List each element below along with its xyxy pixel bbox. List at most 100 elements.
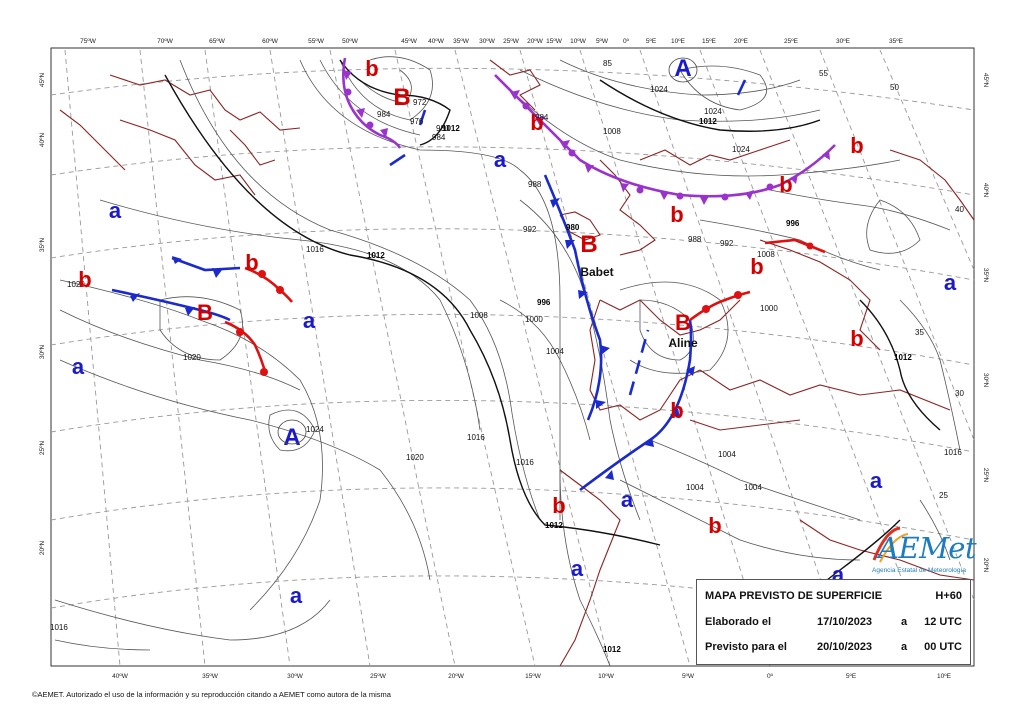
isobar-label: 1024	[306, 425, 324, 434]
isobar-label: 1008	[470, 311, 488, 320]
isobar-label: 1012	[545, 521, 563, 530]
lon-label-top: 65ºW	[209, 38, 226, 45]
lon-label-top: 15ºE	[702, 38, 717, 45]
relative-low-mark: b	[750, 254, 763, 279]
isobars	[54, 56, 961, 667]
map-title: MAPA PREVISTO DE SUPERFICIE	[705, 590, 883, 602]
lon-label-bottom: 5ºE	[846, 673, 857, 680]
lat-label-left: 25ºN	[39, 441, 46, 456]
isobar-label: 1012	[894, 353, 912, 362]
isobar-label: 1016	[516, 458, 534, 467]
lat-label-left: 45ºN	[39, 73, 46, 88]
lat-label-left: 30ºN	[39, 345, 46, 360]
lon-label-bottom: 40ºW	[112, 673, 129, 680]
lon-label-bottom: 10ºE	[937, 673, 952, 680]
valid-label: Previsto para el	[705, 641, 787, 653]
relative-high-mark: a	[944, 270, 957, 295]
isobar-label: 1004	[718, 450, 736, 459]
logo-subtitle: Agencia Estatal de Meteorología	[872, 567, 966, 574]
lon-label-top: 0º	[623, 38, 630, 45]
lat-label-right: 25ºN	[982, 468, 989, 483]
isobar-label: 1004	[686, 483, 704, 492]
high-pressure-center: A	[674, 55, 691, 82]
relative-low-mark: b	[850, 326, 863, 351]
relative-low-mark: b	[670, 398, 683, 423]
lon-label-top: 5ºE	[646, 38, 657, 45]
lat-label-left: 40ºN	[39, 133, 46, 148]
issued-a: a	[901, 616, 908, 628]
isobar-label: 1016	[467, 433, 485, 442]
isobar-label: 1004	[744, 483, 762, 492]
lat-label-left: 20ºN	[39, 541, 46, 556]
lon-label-top: 20ºW	[527, 38, 544, 45]
isobar-label: 1004	[546, 347, 564, 356]
relative-high-mark: a	[621, 487, 634, 512]
isobar-label: 1024	[650, 85, 668, 94]
lat-label-right: 30ºN	[982, 373, 989, 388]
lon-label-top: 20ºE	[734, 38, 749, 45]
valid-date: 20/10/2023	[817, 641, 873, 653]
lat-label-right: 45ºN	[982, 73, 989, 88]
relative-low-mark: b	[78, 267, 91, 292]
storm-name: Babet	[580, 265, 613, 279]
isobar-label: 1012	[367, 251, 385, 260]
isobar-label: 1000	[760, 304, 778, 313]
lat-label-left: 35ºN	[39, 238, 46, 253]
relative-low-mark: b	[530, 110, 543, 135]
isobar-label: 996	[537, 298, 551, 307]
lon-label-top: 10ºW	[570, 38, 587, 45]
lon-label-top: 35ºE	[889, 38, 904, 45]
high-center-ring	[668, 57, 698, 83]
isobar-label: 1012	[699, 117, 717, 126]
isobar-label: 40	[955, 205, 964, 214]
lat-label-right: 40ºN	[982, 183, 989, 198]
lon-label-top: 45ºW	[401, 38, 418, 45]
isobar-label: 25	[939, 491, 948, 500]
isobar-label: 1020	[406, 453, 424, 462]
isobar-label: 1020	[67, 280, 85, 289]
isobar-label: 988	[688, 235, 702, 244]
aemet-logo: AEMet Agencia Estatal de Meteorología	[860, 522, 980, 582]
valid-time: 00 UTC	[924, 641, 962, 653]
high-pressure-center: A	[283, 424, 300, 451]
isobar-label: 85	[603, 59, 612, 68]
high-center-ring	[277, 419, 307, 445]
lon-label-top: 25ºW	[503, 38, 520, 45]
logo-swoosh	[872, 526, 909, 563]
isobar-label: 984	[432, 133, 446, 142]
lon-label-top: 10ºE	[671, 38, 686, 45]
isobar-label: 1016	[944, 448, 962, 457]
relative-high-mark: a	[72, 354, 85, 379]
isobar-label: 30	[955, 389, 964, 398]
lon-label-top: 30ºE	[836, 38, 851, 45]
copyright-notice: ©AEMET. Autorizado el uso de la informac…	[32, 690, 391, 699]
isobar-label: 1016	[306, 245, 324, 254]
isobar-label: 980	[566, 223, 580, 232]
relative-low-mark: b	[779, 172, 792, 197]
logo-name: AEMet	[878, 531, 977, 565]
isobar-label: 1008	[603, 127, 621, 136]
lat-label-right: 35ºN	[982, 268, 989, 283]
lat-label-right: 20ºN	[982, 558, 989, 573]
isobar-label: 55	[819, 69, 828, 78]
lon-label-top: 60ºW	[262, 38, 279, 45]
isobar-label: 1000	[525, 315, 543, 324]
relative-high-mark: a	[571, 556, 584, 581]
lon-label-bottom: 0º	[767, 673, 774, 680]
lon-label-bottom: 35ºW	[202, 673, 219, 680]
lon-label-bottom: 10ºW	[598, 673, 615, 680]
relative-low-mark: b	[365, 56, 378, 81]
issued-label: Elaborado el	[705, 616, 772, 628]
isobar-label: 35	[915, 328, 924, 337]
lon-label-top: 50ºW	[342, 38, 359, 45]
isobar-label: 992	[720, 239, 734, 248]
relative-low-mark: b	[245, 250, 258, 275]
forecast-info-box: MAPA PREVISTO DE SUPERFICIE H+60 Elabora…	[696, 579, 971, 665]
lon-label-bottom: 5ºW	[682, 673, 695, 680]
isobar-label: 972	[413, 98, 427, 107]
isobar-label: 976	[410, 117, 424, 126]
low-pressure-center: B	[675, 310, 691, 335]
warm-front-bumps	[236, 242, 814, 376]
